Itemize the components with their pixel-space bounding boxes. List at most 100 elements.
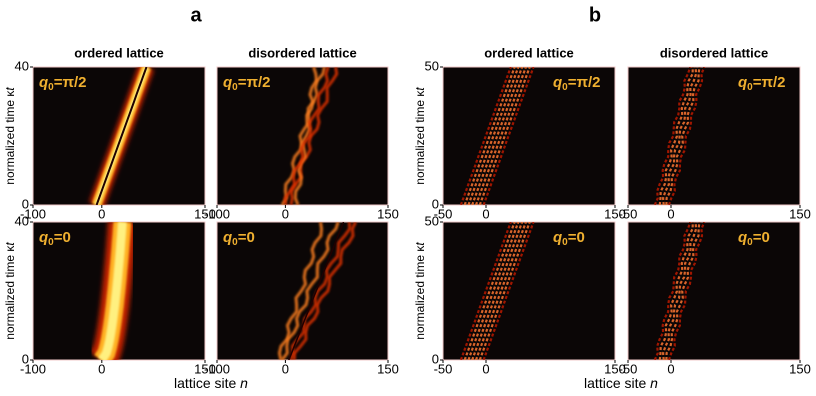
beam-strand bbox=[482, 67, 535, 205]
beam-strand bbox=[653, 222, 692, 360]
panel: q0=π/2-50 0 150 bbox=[619, 66, 811, 221]
panel: q0=0 -50 0 150 bbox=[619, 221, 811, 376]
panel-background bbox=[442, 221, 616, 361]
panel-background bbox=[627, 221, 801, 361]
x-tick-label: -50 bbox=[619, 206, 638, 221]
panel: q0=π/2-100 0 150 bbox=[204, 66, 399, 221]
y-label-text: normalized time κ bbox=[3, 90, 17, 185]
x-tick-label: -100 bbox=[20, 361, 46, 376]
q-symbol: q bbox=[553, 229, 562, 246]
q-symbol: q bbox=[39, 229, 48, 246]
beam-strand bbox=[467, 222, 520, 360]
beam-strand bbox=[482, 222, 535, 360]
q-subscript: 0 bbox=[747, 82, 753, 93]
beam-strand bbox=[289, 222, 352, 360]
q-subscript: 0 bbox=[747, 237, 753, 248]
x-tick-label: -50 bbox=[434, 361, 453, 376]
q-value: =0 bbox=[568, 229, 585, 246]
panel-label: a bbox=[190, 4, 202, 26]
beam-strand bbox=[471, 222, 524, 360]
beam-strand bbox=[459, 222, 512, 360]
panel-background bbox=[627, 66, 801, 206]
x-tick-label: 0 bbox=[667, 206, 674, 221]
beam-strand bbox=[667, 67, 706, 205]
panel-background bbox=[216, 66, 389, 206]
q-label: q0=π/2 bbox=[553, 74, 601, 93]
beams bbox=[89, 67, 155, 205]
x-tick-label: 0 bbox=[282, 206, 289, 221]
q-symbol: q bbox=[738, 229, 747, 246]
beam-strand bbox=[665, 67, 701, 205]
beam-strand bbox=[474, 67, 527, 205]
panel-background bbox=[442, 66, 616, 206]
y-label-var: t bbox=[413, 87, 427, 91]
beam-strand bbox=[474, 222, 527, 360]
beam-strand bbox=[463, 222, 516, 360]
q-label: q0=π/2 bbox=[223, 74, 271, 93]
beams bbox=[459, 222, 535, 360]
x-label-text: lattice site bbox=[584, 375, 650, 391]
beam-core bbox=[98, 222, 127, 360]
column-title: ordered lattice bbox=[74, 45, 164, 60]
x-tick-label: 0 bbox=[98, 361, 105, 376]
y-tick-label: 40 bbox=[15, 58, 29, 73]
beam-strand bbox=[283, 67, 330, 205]
beam-strand bbox=[665, 222, 701, 360]
q-label: q0=0 bbox=[738, 229, 770, 248]
q-subscript: 0 bbox=[232, 237, 238, 248]
beam-strand bbox=[661, 67, 698, 205]
column-title: disordered lattice bbox=[248, 45, 356, 60]
x-tick-label: -100 bbox=[204, 361, 230, 376]
y-label-text: normalized time κ bbox=[413, 90, 427, 185]
q-value: =0 bbox=[238, 229, 255, 246]
column-title: ordered lattice bbox=[484, 45, 574, 60]
x-tick-label: 0 bbox=[482, 361, 489, 376]
beam-strand bbox=[459, 67, 512, 205]
q-subscript: 0 bbox=[562, 237, 568, 248]
y-tick-label: 0 bbox=[432, 351, 439, 366]
x-tick-label: 150 bbox=[789, 206, 811, 221]
beam-strand bbox=[280, 222, 340, 360]
y-axis-label: normalized time κt bbox=[413, 87, 427, 185]
beam-strand bbox=[658, 222, 694, 360]
x-tick-label: 150 bbox=[377, 361, 399, 376]
y-tick-label: 0 bbox=[432, 196, 439, 211]
q-subscript: 0 bbox=[48, 82, 54, 93]
y-tick-label: 40 bbox=[15, 213, 29, 228]
q-symbol: q bbox=[39, 74, 48, 91]
q-symbol: q bbox=[553, 74, 562, 91]
q-value: =π/2 bbox=[568, 74, 601, 91]
beam-strand bbox=[471, 67, 524, 205]
x-label-var: n bbox=[240, 375, 248, 391]
x-tick-label: -50 bbox=[619, 361, 638, 376]
y-axis-label: normalized time κt bbox=[413, 242, 427, 340]
q-value: =π/2 bbox=[238, 74, 271, 91]
q-label: q0=0 bbox=[39, 229, 71, 248]
panel-label: b bbox=[589, 4, 601, 26]
beam-strand bbox=[661, 222, 698, 360]
x-tick-label: 150 bbox=[604, 361, 626, 376]
x-tick-label: 0 bbox=[667, 361, 674, 376]
q-label: q0=π/2 bbox=[738, 74, 786, 93]
x-tick-label: -100 bbox=[204, 206, 230, 221]
x-tick-label: 150 bbox=[789, 361, 811, 376]
q-value: =π/2 bbox=[753, 74, 786, 91]
beam-node bbox=[288, 222, 345, 360]
x-axis-label: lattice site n bbox=[174, 375, 248, 391]
q-symbol: q bbox=[738, 74, 747, 91]
q-value: =0 bbox=[54, 229, 71, 246]
beam-strand bbox=[467, 67, 520, 205]
x-tick-label: -100 bbox=[20, 206, 46, 221]
y-tick-label: 0 bbox=[22, 196, 29, 211]
x-tick-label: 0 bbox=[282, 361, 289, 376]
y-tick-label: 0 bbox=[22, 351, 29, 366]
q-label: q0=0 bbox=[553, 229, 585, 248]
beams bbox=[459, 67, 535, 205]
beam-strand bbox=[280, 67, 326, 205]
beams bbox=[89, 222, 137, 360]
y-label-text: normalized time κ bbox=[3, 245, 17, 340]
